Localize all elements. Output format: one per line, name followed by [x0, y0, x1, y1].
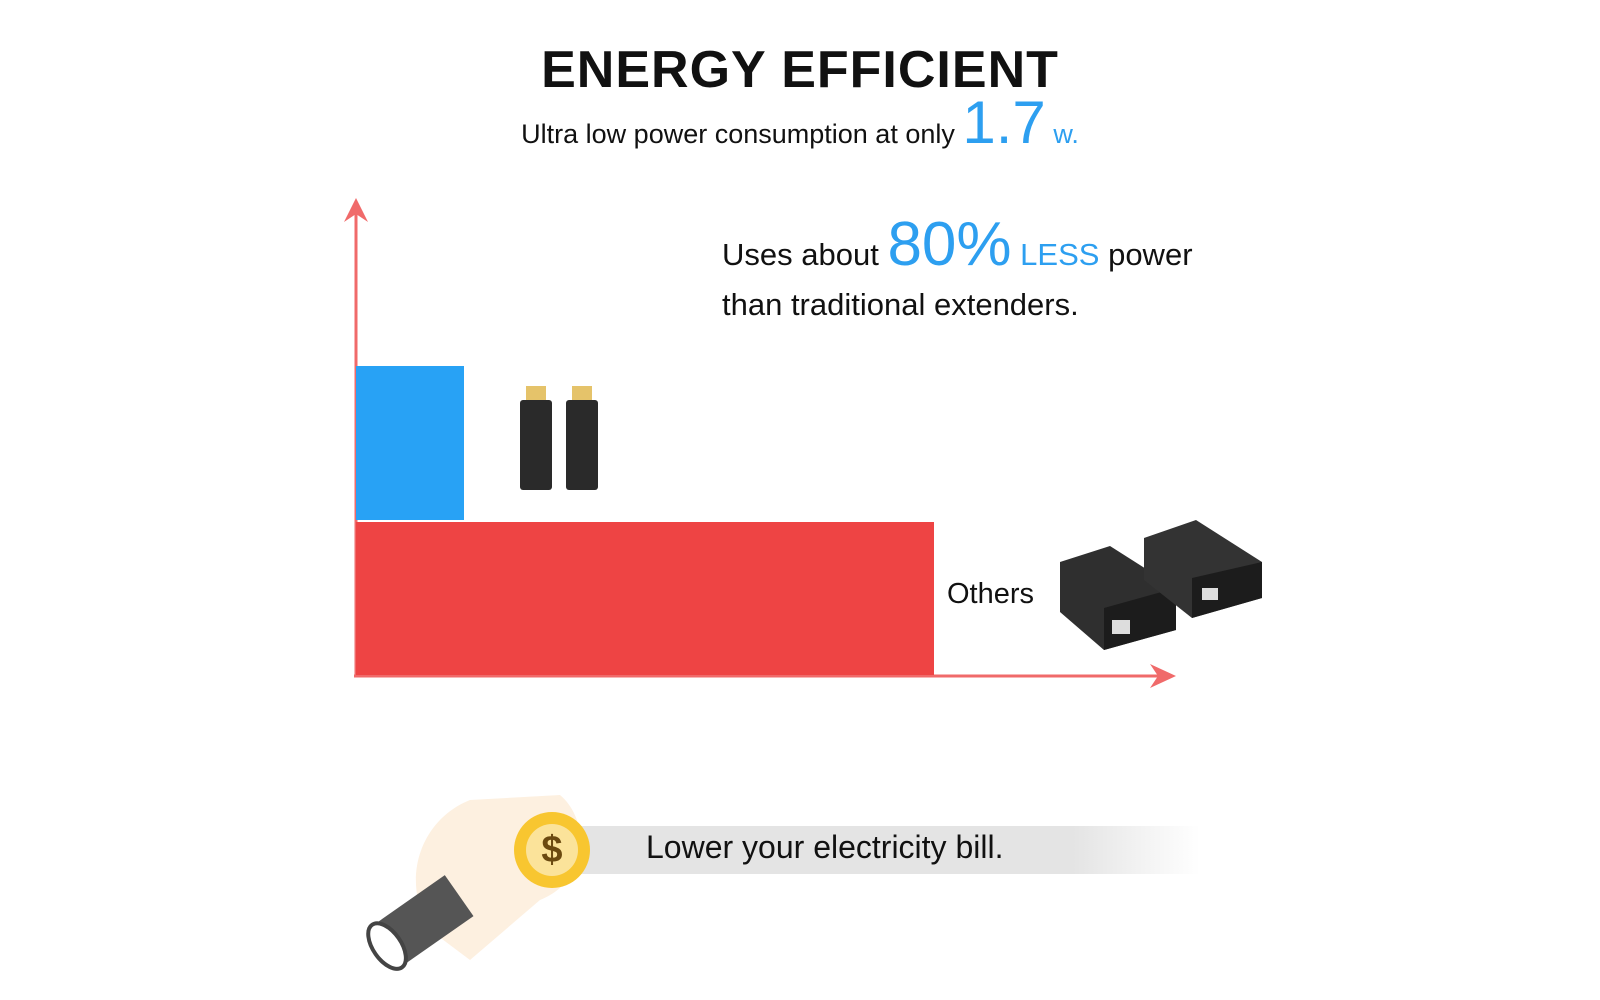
claim-line-2: than traditional extenders.: [722, 287, 1079, 322]
wristband: [366, 875, 474, 971]
dongle-product-icon: [520, 386, 598, 490]
traditional-extender-icon: [1060, 520, 1262, 650]
claim-line-1: Uses about 80% LESS power: [722, 214, 1193, 280]
page-title: ENERGY EFFICIENT: [541, 41, 1059, 99]
y-axis-arrow-icon: [344, 198, 368, 222]
claim-prefix: Uses about: [722, 237, 879, 272]
power-claim: Uses about 80% LESS power than tradition…: [722, 214, 1193, 330]
bar-this-product: [356, 366, 464, 520]
claim-suffix: power: [1108, 237, 1193, 272]
subtitle: Ultra low power consumption at only 1.7 …: [0, 88, 1600, 157]
claim-less: LESS: [1020, 237, 1100, 272]
others-label: Others: [947, 578, 1035, 610]
power-value: 1.7: [962, 89, 1046, 156]
x-axis-arrow-icon: [1150, 664, 1176, 688]
subtitle-text: Ultra low power consumption at only: [521, 119, 955, 149]
claim-percent: 80%: [887, 210, 1012, 279]
dollar-icon: $: [526, 824, 578, 876]
power-unit: w.: [1053, 119, 1079, 149]
bill-banner: [560, 826, 1200, 874]
coin-icon: $: [514, 812, 590, 888]
bill-text: Lower your electricity bill.: [646, 829, 1004, 865]
bar-others: [356, 522, 934, 675]
